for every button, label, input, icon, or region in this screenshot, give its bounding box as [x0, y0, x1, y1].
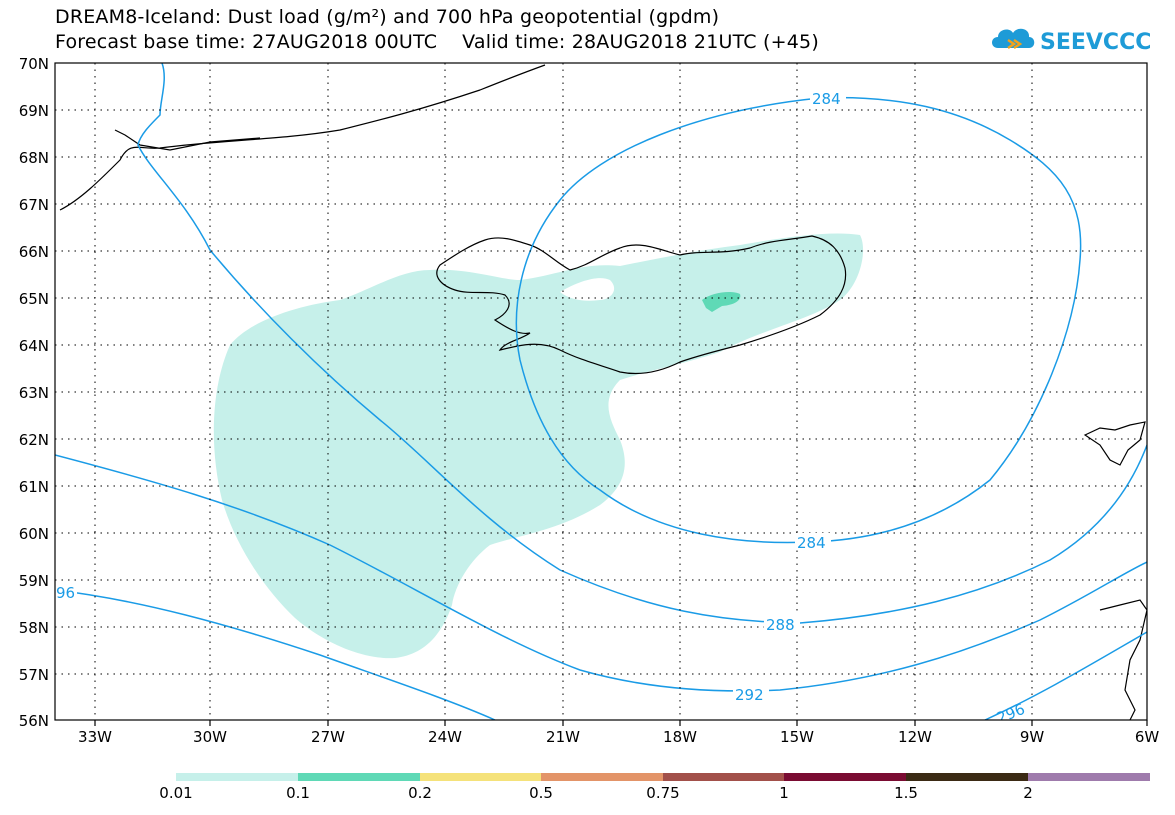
dust-gap [560, 278, 615, 301]
lon-label: 30W [193, 728, 227, 746]
contour-label: 284 [797, 534, 826, 552]
colorbar-label: 1.5 [894, 784, 918, 802]
colorbar-segment [784, 773, 906, 781]
colorbar-label: 0.5 [529, 784, 553, 802]
contour-label: 296 [994, 700, 1027, 727]
map-subtitle: Forecast base time: 27AUG2018 00UTC Vali… [55, 31, 819, 53]
colorbar-label: 2 [1023, 784, 1033, 802]
colorbar-segment [663, 773, 784, 781]
lat-label: 65N [18, 290, 49, 308]
colorbar-label: 0.1 [286, 784, 310, 802]
cloud-icon [992, 28, 1035, 50]
lat-label: 69N [18, 102, 49, 120]
colorbar-label: 1 [779, 784, 789, 802]
logo-text: SEEVCCC [1040, 30, 1150, 55]
colorbar-segment [176, 773, 298, 781]
colorbar-label: 0.75 [646, 784, 680, 802]
lon-label: 33W [78, 728, 112, 746]
grid-lines [55, 63, 1147, 720]
colorbar-segment [1028, 773, 1150, 781]
lat-label: 62N [18, 431, 49, 449]
contour-296b [984, 631, 1147, 720]
lon-label: 21W [546, 728, 580, 746]
lon-label: 15W [780, 728, 814, 746]
coastline [59, 64, 1147, 720]
iceland-outline [436, 235, 847, 375]
lat-label: 56N [18, 712, 49, 730]
lat-label: 60N [18, 525, 49, 543]
lat-label: 66N [18, 243, 49, 261]
dust-area-light [213, 233, 864, 659]
contour-label: 292 [735, 686, 764, 704]
lon-label: 12W [898, 728, 932, 746]
lat-label: 70N [18, 55, 49, 73]
geopotential-contours [55, 63, 1147, 720]
lon-label: 24W [428, 728, 462, 746]
lat-label: 67N [18, 196, 49, 214]
colorbar-segment [541, 773, 663, 781]
colorbar-segment [298, 773, 420, 781]
colorbar-segment [906, 773, 1028, 781]
logo: SEEVCCC [992, 28, 1150, 55]
lon-label: 6W [1134, 728, 1160, 746]
colorbar-segment [420, 773, 541, 781]
contour-label: 284 [812, 90, 841, 108]
contour-river [137, 63, 1147, 624]
colorbar-label: 0.2 [408, 784, 432, 802]
lat-label: 63N [18, 384, 49, 402]
map-title: DREAM8-Iceland: Dust load (g/m²) and 700… [55, 6, 720, 28]
lat-label: 61N [18, 478, 49, 496]
lat-label: 58N [18, 619, 49, 637]
contour-292 [55, 454, 1147, 692]
lat-label: 57N [18, 666, 49, 684]
dust-area-medium [702, 292, 741, 312]
contour-label: 288 [766, 616, 795, 634]
lon-label: 27W [311, 728, 345, 746]
contour-label: 96 [56, 584, 75, 602]
lat-label: 59N [18, 572, 49, 590]
contour-284 [515, 96, 1082, 544]
map-frame [54, 62, 1148, 721]
lat-label: 68N [18, 149, 49, 167]
lon-label: 9W [1019, 728, 1045, 746]
lon-label: 18W [663, 728, 697, 746]
contour-296 [55, 589, 496, 720]
lat-label: 64N [18, 337, 49, 355]
colorbar-label: 0.01 [159, 784, 193, 802]
